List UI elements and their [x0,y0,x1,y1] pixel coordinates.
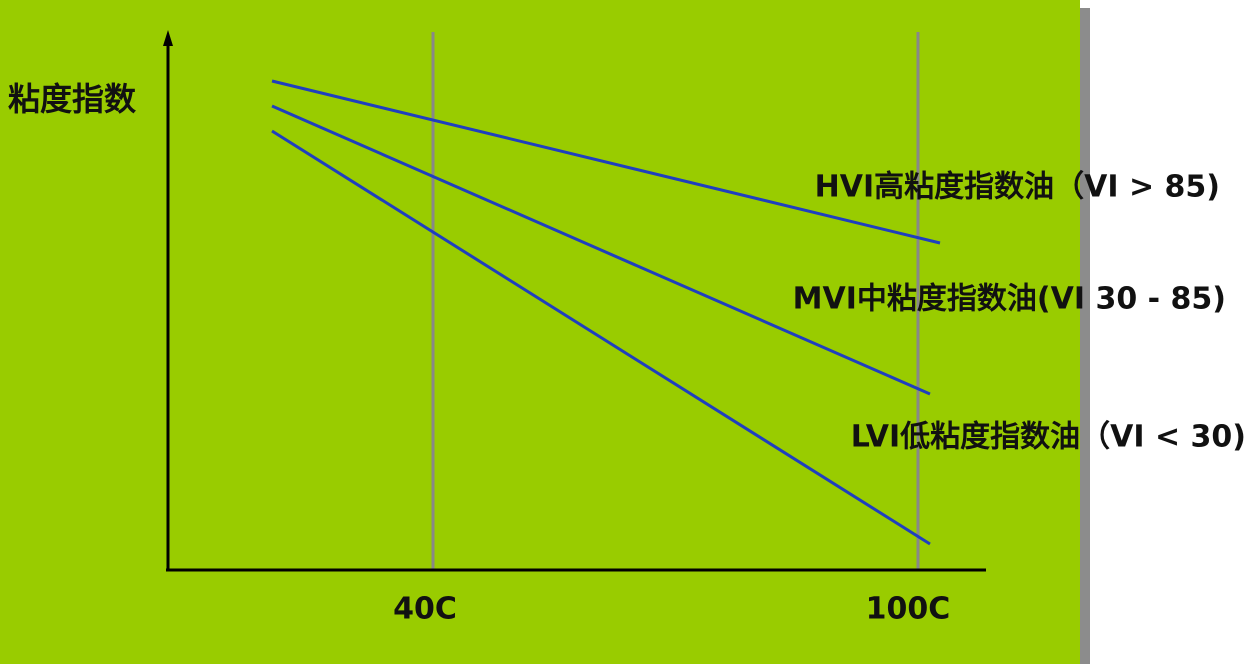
line-label: MVI中粘度指数油(VI 30 - 85) [793,282,1226,317]
x-tick-label: 40C [393,592,457,627]
shadow-strip [1080,8,1090,664]
hvi-line [271,79,941,245]
y-axis-arrow [163,30,173,46]
lvi-line [271,129,931,546]
background [0,0,1080,664]
x-tick-label: 100C [866,592,951,627]
line-label: LVI低粘度指数油（VI < 30) [851,420,1246,455]
line-label: HVI高粘度指数油（VI > 85) [815,170,1220,205]
mvi-line [271,104,931,396]
y-axis-label: 粘度指数 [8,80,137,118]
